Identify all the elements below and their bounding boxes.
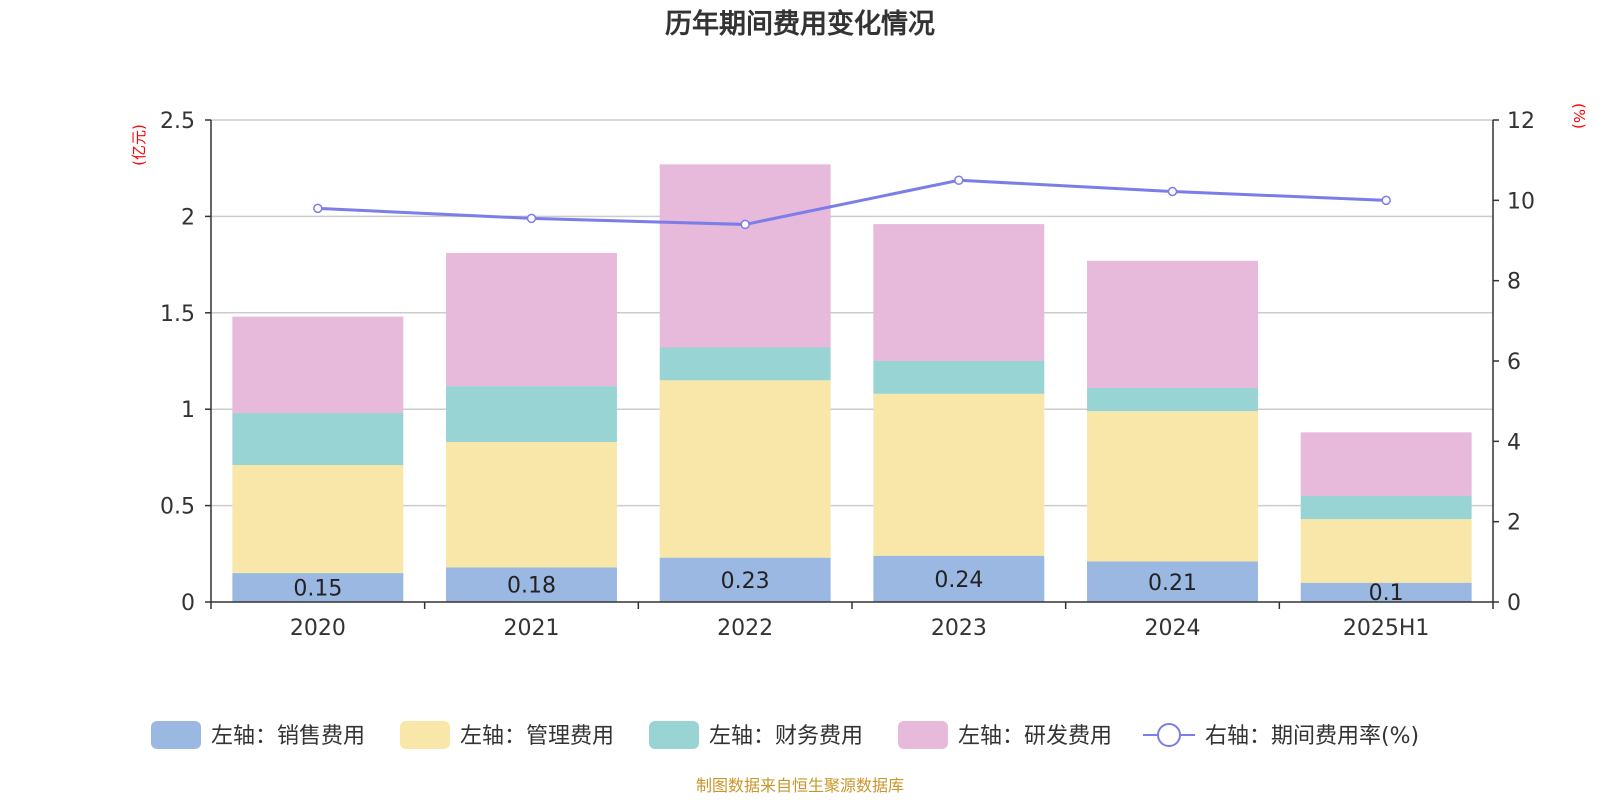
legend-label-2: 左轴：管理费用 bbox=[460, 724, 614, 749]
x-tick-label: 2023 bbox=[931, 616, 987, 641]
left-tick-label: 0.5 bbox=[160, 495, 195, 520]
rate-point bbox=[313, 203, 323, 214]
bar-2-2025H1 bbox=[1300, 519, 1472, 583]
bar-4-2022 bbox=[659, 164, 831, 348]
bar-1-2023 bbox=[873, 555, 1045, 602]
left-tick-label: 1 bbox=[181, 398, 195, 423]
legend-label-line: 右轴：期间费用率(%) bbox=[1205, 724, 1419, 749]
bar-4-2024 bbox=[1087, 260, 1258, 388]
bar-2-2024 bbox=[1087, 411, 1258, 562]
legend-swatch-2 bbox=[400, 721, 450, 749]
bar-3-2025H1 bbox=[1300, 495, 1472, 520]
data-label: 0.24 bbox=[934, 568, 983, 593]
left-axis-unit: (亿元) bbox=[130, 124, 148, 166]
bar-2-2023 bbox=[873, 393, 1045, 556]
right-tick-label: 8 bbox=[1507, 270, 1521, 295]
left-tick-label: 1.5 bbox=[160, 302, 195, 327]
legend-label-4: 左轴：研发费用 bbox=[958, 724, 1112, 749]
right-axis-unit: (%) bbox=[1570, 103, 1588, 129]
bar-2-2021 bbox=[446, 441, 617, 568]
bar-3-2022 bbox=[659, 347, 831, 381]
source-note: 制图数据来自恒生聚源数据库 bbox=[696, 776, 904, 795]
data-label: 0.15 bbox=[293, 577, 342, 602]
bar-1-2025H1 bbox=[1300, 582, 1472, 602]
bar-4-2021 bbox=[446, 253, 617, 387]
legend: 左轴：销售费用 左轴：管理费用 左轴：财务费用 左轴：研发费用 右轴：期间费用率(%) bbox=[151, 721, 1419, 749]
x-tick-label: 2025H1 bbox=[1343, 616, 1430, 641]
left-tick-label: 2 bbox=[181, 205, 195, 230]
legend-swatch-4 bbox=[898, 721, 948, 749]
rate-point bbox=[526, 213, 537, 224]
data-label: 0.18 bbox=[507, 574, 556, 599]
data-label: 0.23 bbox=[721, 569, 770, 594]
bar-4-2020 bbox=[232, 316, 404, 414]
legend-label-1: 左轴：销售费用 bbox=[211, 724, 365, 749]
bar-2-2020 bbox=[232, 465, 404, 574]
rate-point bbox=[1381, 195, 1391, 206]
bar-3-2024 bbox=[1087, 387, 1258, 412]
rate-line bbox=[313, 175, 1391, 230]
bar-1-2020 bbox=[232, 573, 404, 602]
right-tick-label: 4 bbox=[1507, 430, 1521, 455]
right-tick-label: 6 bbox=[1507, 350, 1521, 375]
bar-4-2023 bbox=[873, 224, 1045, 361]
right-tick-label: 12 bbox=[1507, 109, 1535, 134]
x-tick-label: 2024 bbox=[1145, 616, 1201, 641]
bar-1-2022 bbox=[659, 557, 831, 602]
bar-3-2020 bbox=[232, 413, 404, 466]
rate-point bbox=[954, 175, 964, 185]
bar-1-2021 bbox=[446, 567, 617, 602]
legend-circle-icon bbox=[1157, 723, 1181, 747]
axes: 0 0.5 1 1.5 2 2.5 0 2 4 6 8 10 12 2020 2021 2022 2023 202… bbox=[160, 109, 1535, 641]
rate-point bbox=[740, 219, 750, 230]
data-labels: 0.15 0.18 0.23 0.24 0.21 0.1 bbox=[293, 568, 1403, 606]
right-tick-label: 10 bbox=[1507, 189, 1535, 214]
legend-swatch-3 bbox=[649, 721, 699, 749]
right-tick-label: 0 bbox=[1507, 591, 1521, 616]
bars bbox=[232, 164, 1472, 602]
bar-1-2024 bbox=[1087, 561, 1258, 602]
rate-point bbox=[1167, 186, 1178, 197]
left-tick-label: 0 bbox=[181, 591, 195, 616]
left-tick-label: 2.5 bbox=[160, 109, 195, 134]
chart-title: 历年期间费用变化情况 bbox=[665, 8, 935, 40]
grid-lines bbox=[211, 119, 1493, 507]
legend-swatch-1 bbox=[151, 721, 201, 749]
bar-4-2025H1 bbox=[1300, 432, 1472, 496]
x-tick-label: 2020 bbox=[290, 616, 346, 641]
legend-label-3: 左轴：财务费用 bbox=[709, 724, 863, 749]
right-tick-label: 2 bbox=[1507, 511, 1521, 536]
bar-2-2022 bbox=[659, 380, 831, 558]
x-tick-label: 2021 bbox=[504, 616, 560, 641]
bar-3-2021 bbox=[446, 386, 617, 442]
x-tick-label: 2022 bbox=[717, 616, 773, 641]
rate-line-path bbox=[317, 178, 1387, 226]
bar-3-2023 bbox=[873, 361, 1045, 394]
data-label: 0.21 bbox=[1148, 571, 1197, 596]
